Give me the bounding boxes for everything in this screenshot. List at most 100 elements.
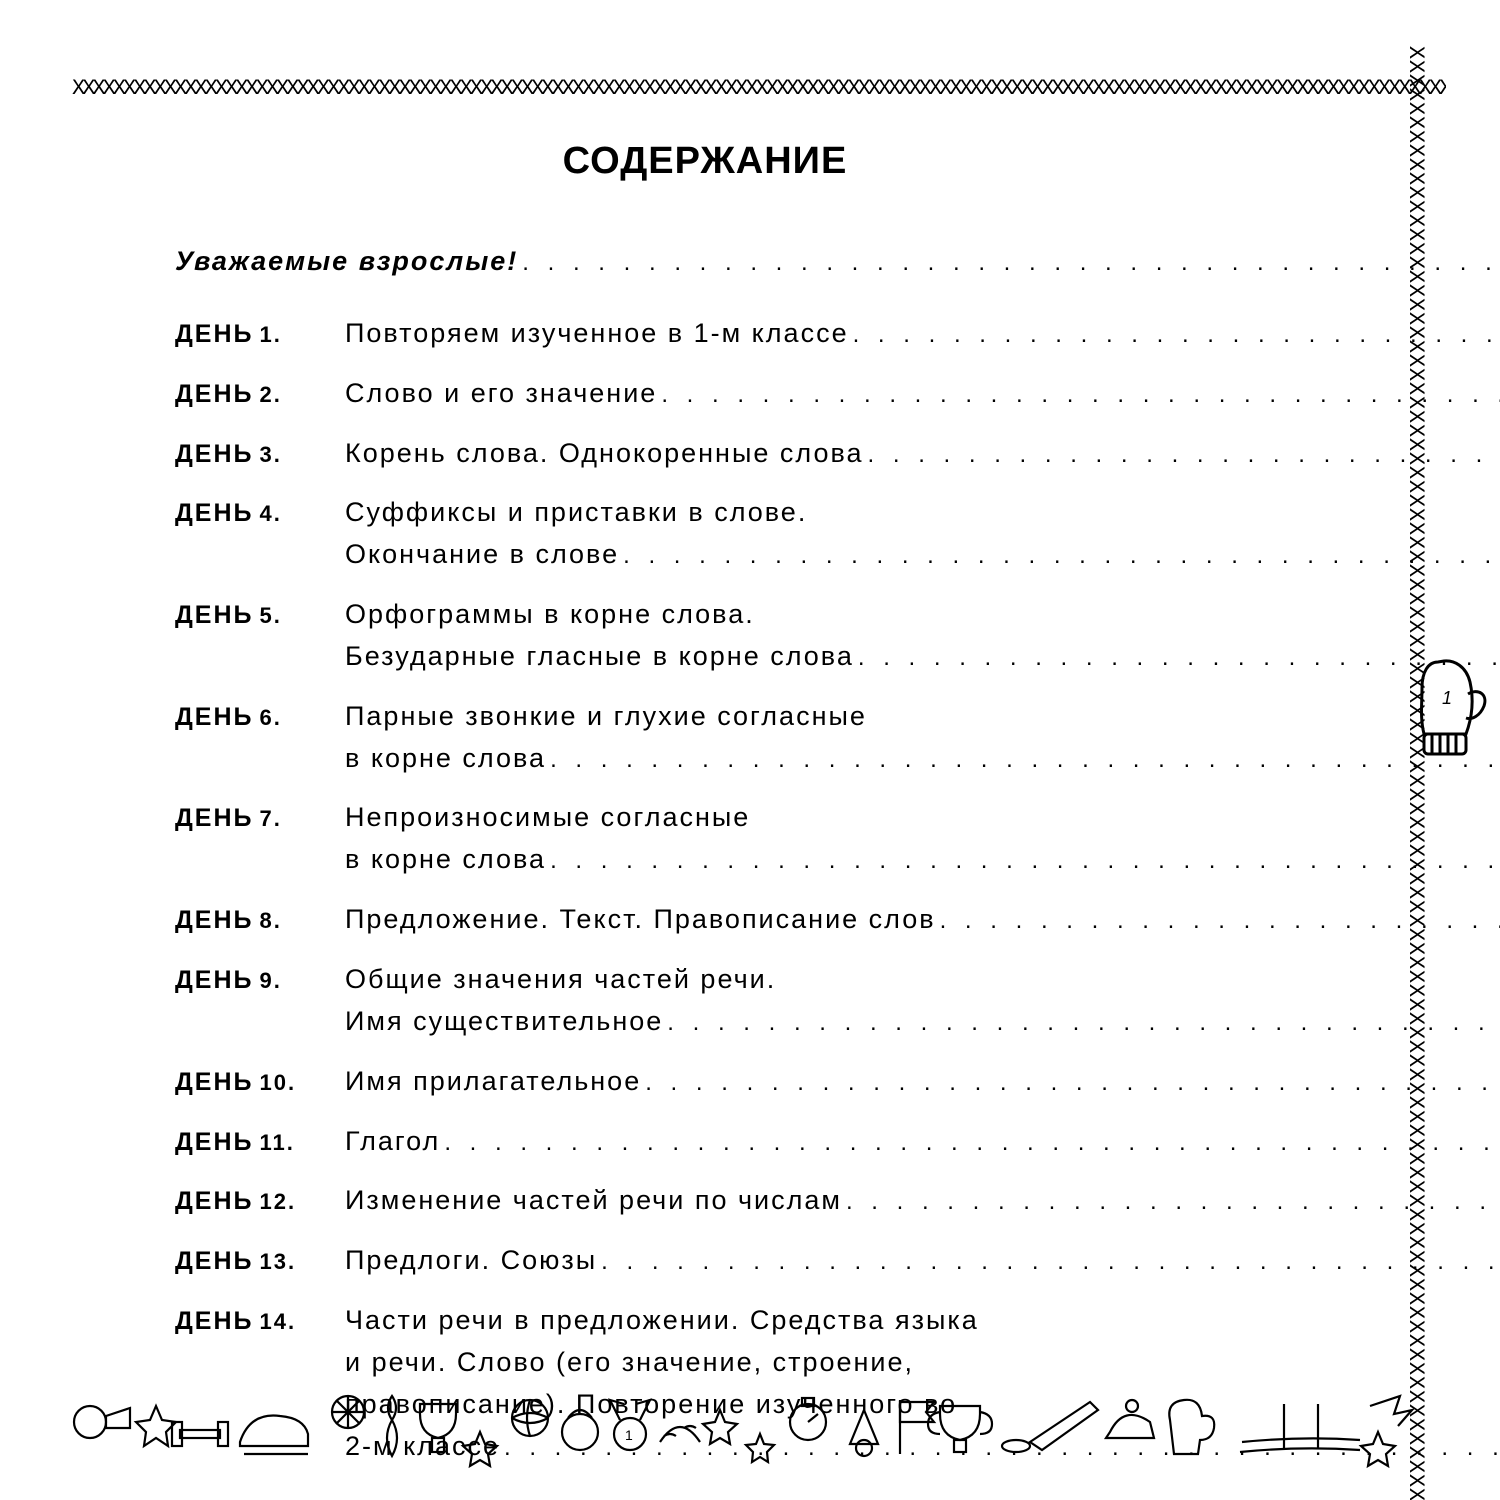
toc-chapter: Парные звонкие и глухие согласныев корне… (345, 696, 1500, 780)
toc-chapter: Корень слова. Однокоренные слова. . . . … (345, 433, 1500, 475)
dot-leader: . . . . . . . . . . . . . . . . . . . . … (849, 316, 1500, 353)
toc-day-number: 2. (260, 382, 282, 407)
toc-chapter-text: Безударные гласные в корне слова (345, 636, 854, 678)
toc-row: ДЕНЬ1.Повторяем изученное в 1-м классе. … (175, 313, 1235, 355)
toc-row: ДЕНЬ3.Корень слова. Однокоренные слова. … (175, 433, 1235, 475)
toc-chapter-text: Общие значения частей речи. (345, 959, 776, 1001)
page-title: СОДЕРЖАНИЕ (175, 140, 1235, 183)
toc-chapter-text: в корне слова (345, 839, 546, 881)
dot-leader: . . . . . . . . . . . . . . . . . . . . … (597, 1243, 1500, 1280)
toc-day-word: ДЕНЬ (175, 1128, 254, 1156)
toc-day-number: 12. (260, 1189, 297, 1214)
dot-leader: . . . . . . . . . . . . . . . . . . . . … (842, 1183, 1500, 1220)
toc-chapter: Повторяем изученное в 1-м классе. . . . … (345, 313, 1500, 355)
toc-day-label: ДЕНЬ5. (175, 594, 345, 636)
toc-day-number: 13. (260, 1249, 297, 1274)
toc-chapter: Орфограммы в корне слова.Безударные глас… (345, 594, 1500, 678)
dot-leader: . . . . . . . . . . . . . . . . . . . . … (440, 1124, 1500, 1161)
toc-row: ДЕНЬ7. Непроизносимые согласныев корне сл… (175, 797, 1235, 881)
toc-day-number: 5. (260, 603, 282, 628)
toc-row: ДЕНЬ5.Орфограммы в корне слова.Безударны… (175, 594, 1235, 678)
toc-day-number: 9. (260, 968, 282, 993)
toc-day-word: ДЕНЬ (175, 320, 254, 348)
toc-chapter: Изменение частей речи по числам. . . . .… (345, 1180, 1500, 1222)
dot-leader: . . . . . . . . . . . . . . . . . . . . … (518, 244, 1500, 281)
toc-row: ДЕНЬ2.Слово и его значение. . . . . . . … (175, 373, 1235, 415)
toc-chapter: Суффиксы и приставки в слове.Окончание в… (345, 492, 1500, 576)
toc-day-number: 1. (260, 322, 282, 347)
dot-leader: . . . . . . . . . . . . . . . . . . . . … (619, 537, 1500, 574)
toc-chapter-text: Предлоги. Союзы (345, 1240, 597, 1282)
toc-intro-chapter: Уважаемые взрослые! . . . . . . . . . . … (175, 241, 1500, 283)
toc-day-number: 10. (260, 1070, 297, 1095)
toc-row: ДЕНЬ6.Парные звонкие и глухие согласныев… (175, 696, 1235, 780)
dot-leader: . . . . . . . . . . . . . . . . . . . . … (864, 436, 1500, 473)
dot-leader: . . . . . . . . . . . . . . . . . . . . … (663, 1004, 1500, 1041)
dot-leader: . . . . . . . . . . . . . . . . . . . . … (546, 741, 1500, 778)
toc-chapter: Слово и его значение. . . . . . . . . . … (345, 373, 1500, 415)
svg-text:1: 1 (625, 1427, 633, 1443)
toc-day-word: ДЕНЬ (175, 380, 254, 408)
toc-chapter-text: Повторяем изученное в 1-м классе (345, 313, 849, 355)
toc-chapter: Глагол. . . . . . . . . . . . . . . . . … (345, 1121, 1500, 1163)
toc-chapter-text: Имя существительное (345, 1001, 663, 1043)
toc-day-label: ДЕНЬ4. (175, 492, 345, 534)
toc-chapter-text: Предложение. Текст. Правописание слов (345, 899, 936, 941)
toc-day-label: ДЕНЬ6. (175, 696, 345, 738)
toc-row: ДЕНЬ12.Изменение частей речи по числам. … (175, 1180, 1235, 1222)
toc-day-word: ДЕНЬ (175, 1247, 254, 1275)
dot-leader: . . . . . . . . . . . . . . . . . . . . … (546, 842, 1500, 879)
toc-chapter-text: Имя прилагательное (345, 1061, 641, 1103)
toc-day-word: ДЕНЬ (175, 1187, 254, 1215)
toc-day-number: 6. (260, 705, 282, 730)
toc-chapter-text: Суффиксы и приставки в слове. (345, 492, 807, 534)
bottom-doodle-strip: 1 (60, 1372, 1440, 1480)
toc-chapter-text: Окончание в слове (345, 534, 619, 576)
toc-day-word: ДЕНЬ (175, 804, 254, 832)
toc-chapter-text: Глагол (345, 1121, 440, 1163)
toc-chapter-text: Слово и его значение (345, 373, 657, 415)
toc-intro-label: Уважаемые взрослые! (175, 241, 518, 283)
toc-chapter-text: Части речи в предложении. Средства языка (345, 1300, 979, 1342)
toc-day-word: ДЕНЬ (175, 601, 254, 629)
toc-day-word: ДЕНЬ (175, 703, 254, 731)
toc-day-word: ДЕНЬ (175, 499, 254, 527)
toc-day-word: ДЕНЬ (175, 966, 254, 994)
toc-row: ДЕНЬ13.Предлоги. Союзы. . . . . . . . . … (175, 1240, 1235, 1282)
mitten-icon: 1 (1410, 648, 1496, 768)
toc-day-label: ДЕНЬ13. (175, 1240, 345, 1282)
toc-day-word: ДЕНЬ (175, 1068, 254, 1096)
toc-day-label: ДЕНЬ10. (175, 1061, 345, 1103)
toc-day-number: 4. (260, 501, 282, 526)
table-of-contents: Уважаемые взрослые! . . . . . . . . . . … (175, 241, 1235, 1467)
toc-page: СОДЕРЖАНИЕ Уважаемые взрослые! . . . . .… (175, 140, 1235, 1485)
toc-day-word: ДЕНЬ (175, 1307, 254, 1335)
toc-row: ДЕНЬ11.Глагол. . . . . . . . . . . . . .… (175, 1121, 1235, 1163)
toc-chapter: Имя прилагательное. . . . . . . . . . . … (345, 1061, 1500, 1103)
toc-day-label: ДЕНЬ9. (175, 959, 345, 1001)
toc-day-number: 14. (260, 1309, 297, 1334)
toc-chapter: Предлоги. Союзы. . . . . . . . . . . . .… (345, 1240, 1500, 1282)
toc-chapter: Предложение. Текст. Правописание слов. .… (345, 899, 1500, 941)
toc-chapter-text: Орфограммы в корне слова. (345, 594, 755, 636)
svg-text:1: 1 (1442, 688, 1452, 708)
toc-row: ДЕНЬ9.Общие значения частей речи.Имя сущ… (175, 959, 1235, 1043)
toc-chapter: Общие значения частей речи.Имя существит… (345, 959, 1500, 1043)
toc-intro-row: Уважаемые взрослые! . . . . . . . . . . … (175, 241, 1235, 283)
border-top-stitch: XXXXXXXXXXXXXXXXXXXXXXXXXXXXXXXXXXXXXXXX… (72, 76, 1446, 98)
toc-chapter-text: в корне слова (345, 738, 546, 780)
toc-day-word: ДЕНЬ (175, 440, 254, 468)
toc-day-label: ДЕНЬ1. (175, 313, 345, 355)
toc-day-label: ДЕНЬ8. (175, 899, 345, 941)
toc-chapter-text: Непроизносимые согласные (345, 797, 750, 839)
dot-leader: . . . . . . . . . . . . . . . . . . . . … (936, 902, 1500, 939)
toc-day-number: 3. (260, 442, 282, 467)
toc-day-label: ДЕНЬ2. (175, 373, 345, 415)
toc-day-number: 11. (260, 1130, 295, 1155)
toc-day-label: ДЕНЬ11. (175, 1121, 345, 1163)
dot-leader: . . . . . . . . . . . . . . . . . . . . … (641, 1064, 1500, 1101)
toc-row: ДЕНЬ10.Имя прилагательное. . . . . . . .… (175, 1061, 1235, 1103)
toc-day-number: 7. (260, 806, 282, 831)
toc-day-word: ДЕНЬ (175, 906, 254, 934)
toc-row: ДЕНЬ8.Предложение. Текст. Правописание с… (175, 899, 1235, 941)
